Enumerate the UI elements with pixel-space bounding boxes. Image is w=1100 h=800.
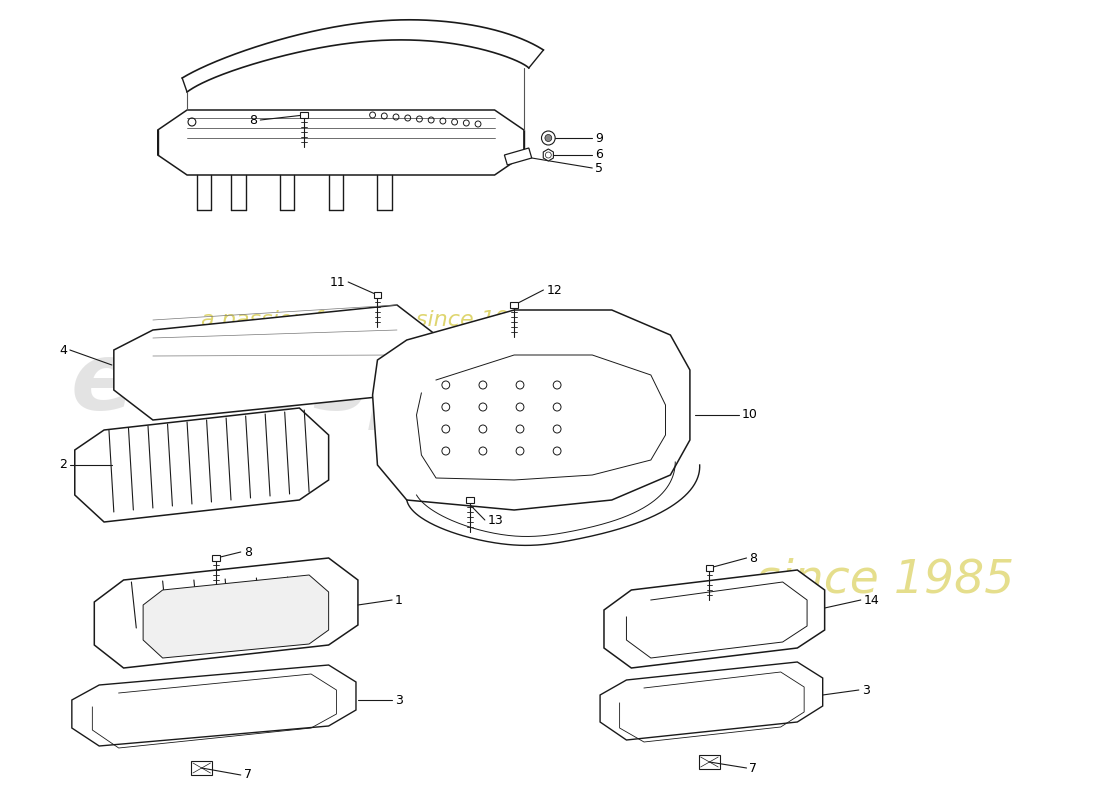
Polygon shape xyxy=(95,558,358,668)
Text: since 1985: since 1985 xyxy=(756,558,1014,602)
Polygon shape xyxy=(191,761,212,775)
Bar xyxy=(466,497,474,503)
Text: 8: 8 xyxy=(250,114,257,126)
Text: 4: 4 xyxy=(59,343,67,357)
Circle shape xyxy=(541,131,556,145)
Text: 10: 10 xyxy=(741,409,758,422)
Polygon shape xyxy=(113,305,436,420)
Text: 3: 3 xyxy=(861,683,870,697)
Text: 7: 7 xyxy=(749,762,758,774)
Bar xyxy=(374,292,382,298)
Polygon shape xyxy=(543,149,553,161)
Polygon shape xyxy=(72,665,356,746)
Bar xyxy=(510,302,518,308)
Text: 7: 7 xyxy=(244,769,252,782)
Text: 11: 11 xyxy=(330,275,345,289)
Polygon shape xyxy=(157,110,524,175)
Bar xyxy=(705,565,713,571)
Text: 3: 3 xyxy=(395,694,403,706)
Bar xyxy=(300,112,308,118)
Text: 9: 9 xyxy=(595,131,603,145)
Text: 13: 13 xyxy=(487,514,504,526)
Polygon shape xyxy=(604,570,825,668)
Text: 8: 8 xyxy=(749,551,758,565)
Circle shape xyxy=(544,134,552,142)
Text: 5: 5 xyxy=(595,162,603,174)
Text: 8: 8 xyxy=(244,546,252,558)
Polygon shape xyxy=(698,755,720,769)
Text: 14: 14 xyxy=(864,594,880,606)
Polygon shape xyxy=(143,575,329,658)
Text: 12: 12 xyxy=(547,283,562,297)
Polygon shape xyxy=(505,148,531,165)
Text: 2: 2 xyxy=(59,458,67,471)
Bar xyxy=(212,555,220,561)
Text: 6: 6 xyxy=(595,149,603,162)
Polygon shape xyxy=(75,408,329,522)
Text: 1: 1 xyxy=(395,594,403,606)
Polygon shape xyxy=(373,310,690,510)
Polygon shape xyxy=(601,662,823,740)
Text: a passion for parts since 1985: a passion for parts since 1985 xyxy=(201,310,538,330)
Text: eurospares: eurospares xyxy=(70,338,669,430)
